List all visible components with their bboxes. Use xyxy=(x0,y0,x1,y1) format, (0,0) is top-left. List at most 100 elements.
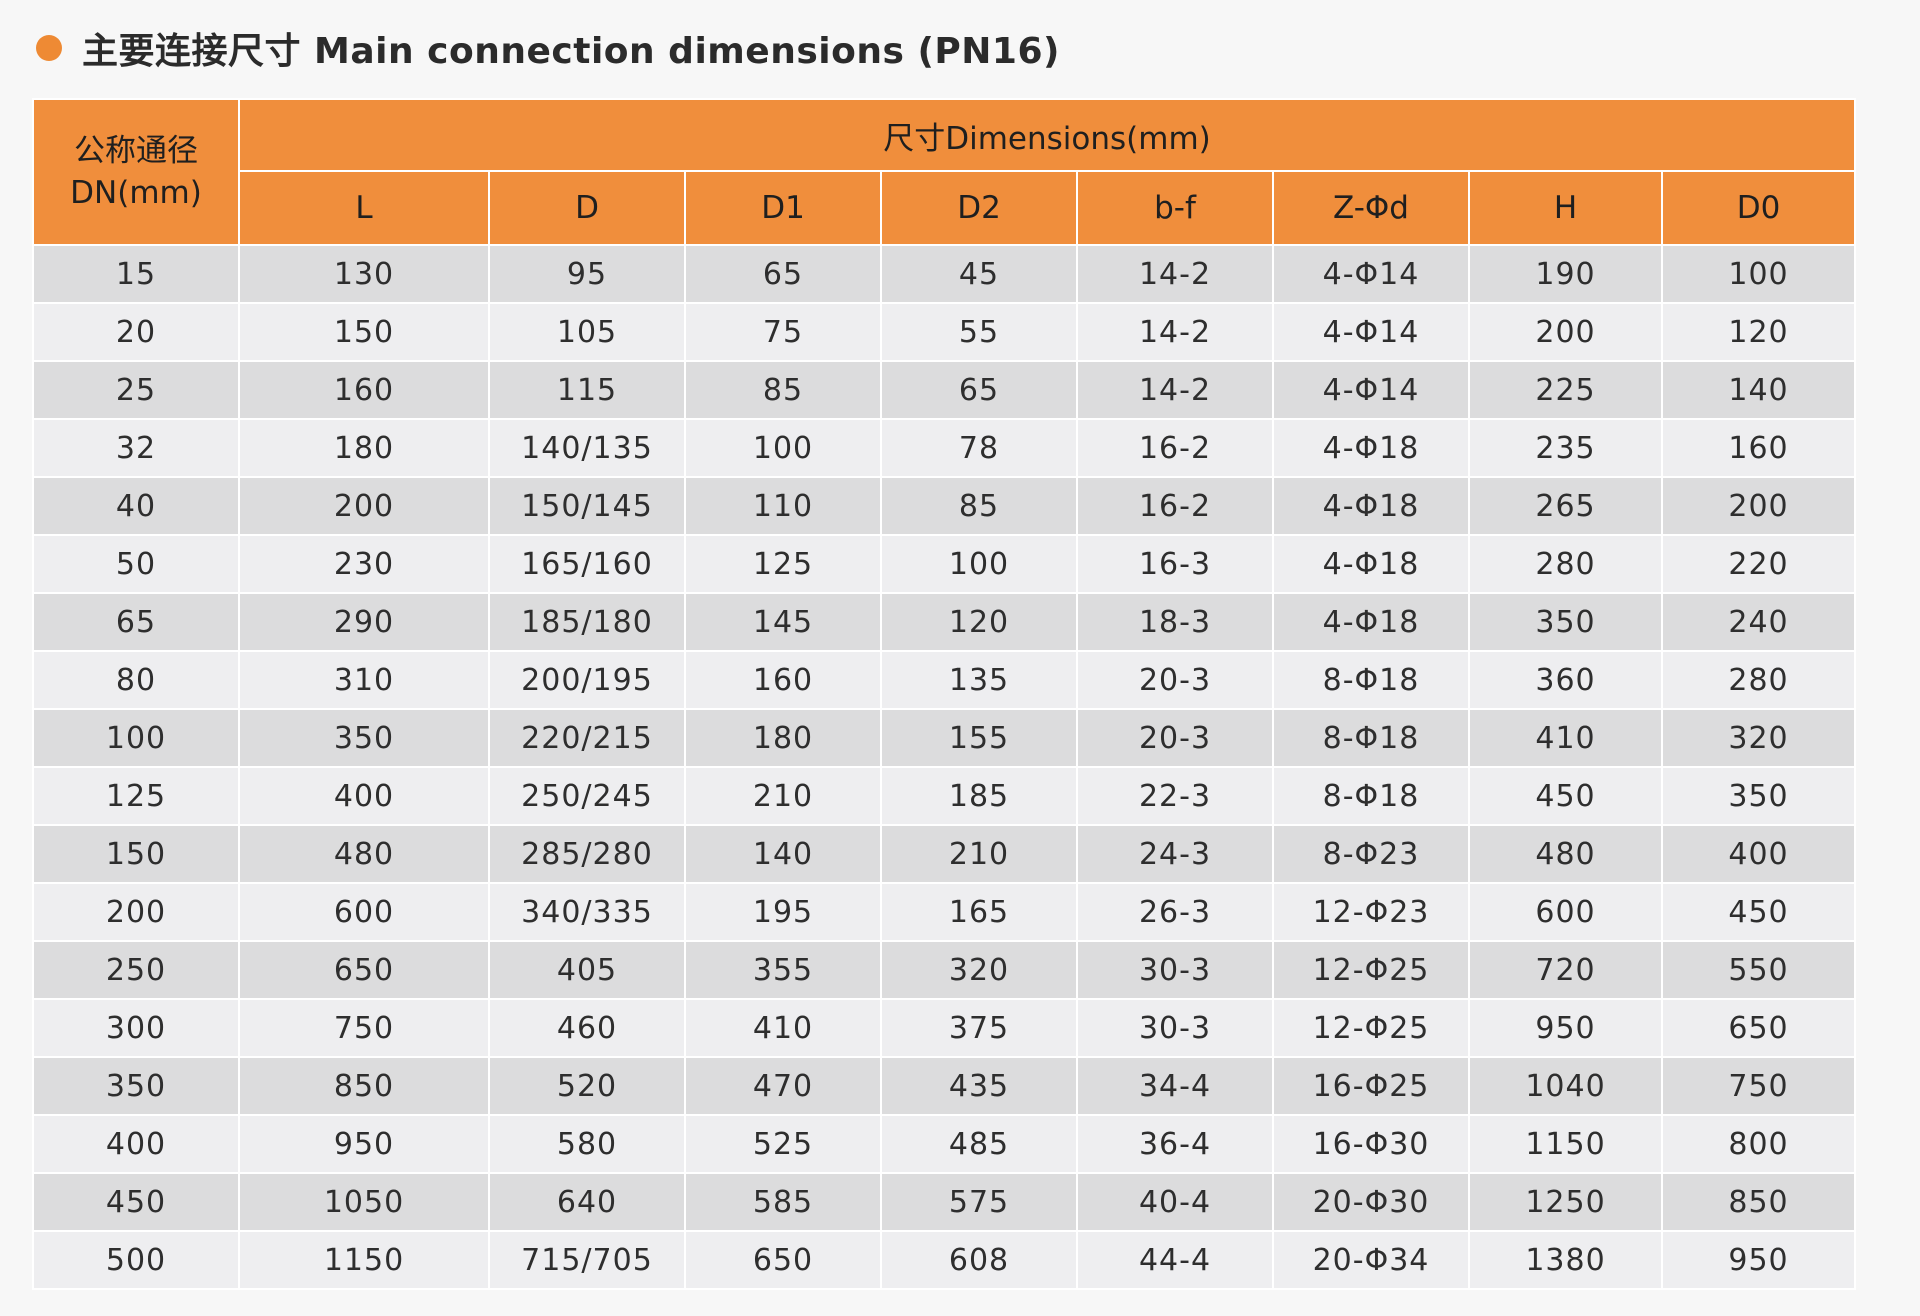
cell-z-phid: 12-Φ23 xyxy=(1272,882,1470,942)
cell-dn: 40 xyxy=(32,476,240,536)
cell-d1: 145 xyxy=(684,592,882,652)
cell-b-f: 16-2 xyxy=(1076,418,1274,478)
cell-h: 200 xyxy=(1468,302,1663,362)
cell-z-phid: 20-Φ30 xyxy=(1272,1172,1470,1232)
cell-l: 400 xyxy=(238,766,490,826)
cell-d: 520 xyxy=(488,1056,686,1116)
header-row-group: 公称通径 DN(mm) 尺寸Dimensions(mm) xyxy=(32,98,1857,246)
column-header-d1: D1 xyxy=(684,170,882,246)
cell-d0: 400 xyxy=(1660,824,1857,884)
cell-d2: 65 xyxy=(880,360,1078,420)
cell-d1: 75 xyxy=(684,302,882,362)
cell-b-f: 30-3 xyxy=(1076,998,1274,1058)
cell-l: 230 xyxy=(238,534,490,594)
cell-h: 265 xyxy=(1468,476,1663,536)
table-row: 150 480 285/280 140 210 24-3 8-Φ23 480 400 xyxy=(32,824,1857,884)
cell-z-phid: 20-Φ34 xyxy=(1272,1230,1470,1290)
cell-dn: 20 xyxy=(32,302,240,362)
dn-header-en: DN(mm) xyxy=(70,175,202,211)
cell-b-f: 30-3 xyxy=(1076,940,1274,1000)
cell-d2: 135 xyxy=(880,650,1078,710)
cell-b-f: 44-4 xyxy=(1076,1230,1274,1290)
cell-h: 225 xyxy=(1468,360,1663,420)
cell-d2: 485 xyxy=(880,1114,1078,1174)
table-row: 350 850 520 470 435 34-4 16-Φ25 1040 750 xyxy=(32,1056,1857,1116)
cell-d0: 950 xyxy=(1660,1230,1857,1290)
column-header-d2: D2 xyxy=(880,170,1078,246)
table-row: 500 1150 715/705 650 608 44-4 20-Φ34 1380 950 xyxy=(32,1230,1857,1290)
cell-dn: 250 xyxy=(32,940,240,1000)
cell-d2: 435 xyxy=(880,1056,1078,1116)
dimensions-group-header: 尺寸Dimensions(mm) xyxy=(237,98,1857,172)
cell-d: 715/705 xyxy=(488,1230,686,1290)
page-title: 主要连接尺寸 Main connection dimensions (PN16) xyxy=(82,31,1060,72)
cell-d0: 650 xyxy=(1660,998,1857,1058)
cell-dn: 200 xyxy=(32,882,240,942)
cell-l: 290 xyxy=(238,592,490,652)
cell-h: 350 xyxy=(1468,592,1663,652)
cell-z-phid: 4-Φ14 xyxy=(1272,244,1470,304)
cell-d1: 650 xyxy=(684,1230,882,1290)
cell-d1: 210 xyxy=(684,766,882,826)
cell-d: 460 xyxy=(488,998,686,1058)
cell-l: 150 xyxy=(238,302,490,362)
cell-d1: 195 xyxy=(684,882,882,942)
column-header-d: D xyxy=(488,170,686,246)
cell-l: 1050 xyxy=(238,1172,490,1232)
cell-d: 95 xyxy=(488,244,686,304)
cell-d2: 55 xyxy=(880,302,1078,362)
cell-d1: 410 xyxy=(684,998,882,1058)
table-row: 15 130 95 65 45 14-2 4-Φ14 190 100 xyxy=(32,244,1857,304)
cell-z-phid: 8-Φ18 xyxy=(1272,650,1470,710)
cell-dn: 150 xyxy=(32,824,240,884)
cell-d2: 120 xyxy=(880,592,1078,652)
cell-b-f: 14-2 xyxy=(1076,244,1274,304)
cell-l: 650 xyxy=(238,940,490,1000)
cell-d2: 608 xyxy=(880,1230,1078,1290)
cell-dn: 450 xyxy=(32,1172,240,1232)
cell-h: 360 xyxy=(1468,650,1663,710)
section-title: 主要连接尺寸 Main connection dimensions (PN16) xyxy=(36,22,1060,74)
cell-z-phid: 16-Φ30 xyxy=(1272,1114,1470,1174)
cell-d2: 45 xyxy=(880,244,1078,304)
cell-l: 200 xyxy=(238,476,490,536)
cell-d: 105 xyxy=(488,302,686,362)
bullet-dot-icon xyxy=(36,35,62,61)
cell-h: 190 xyxy=(1468,244,1663,304)
table-row: 20 150 105 75 55 14-2 4-Φ14 200 120 xyxy=(32,302,1857,362)
cell-d0: 220 xyxy=(1660,534,1857,594)
cell-d0: 800 xyxy=(1660,1114,1857,1174)
cell-l: 180 xyxy=(238,418,490,478)
cell-d0: 550 xyxy=(1660,940,1857,1000)
table-row: 400 950 580 525 485 36-4 16-Φ30 1150 800 xyxy=(32,1114,1857,1174)
cell-d1: 110 xyxy=(684,476,882,536)
cell-d1: 125 xyxy=(684,534,882,594)
cell-dn: 400 xyxy=(32,1114,240,1174)
table-row: 100 350 220/215 180 155 20-3 8-Φ18 410 320 xyxy=(32,708,1857,768)
cell-b-f: 14-2 xyxy=(1076,302,1274,362)
cell-d1: 140 xyxy=(684,824,882,884)
cell-d: 340/335 xyxy=(488,882,686,942)
cell-d0: 350 xyxy=(1660,766,1857,826)
table-row: 300 750 460 410 375 30-3 12-Φ25 950 650 xyxy=(32,998,1857,1058)
dn-column-header: 公称通径 DN(mm) xyxy=(32,98,240,246)
cell-b-f: 34-4 xyxy=(1076,1056,1274,1116)
table-row: 40 200 150/145 110 85 16-2 4-Φ18 265 200 xyxy=(32,476,1857,536)
cell-z-phid: 8-Φ18 xyxy=(1272,766,1470,826)
cell-dn: 50 xyxy=(32,534,240,594)
cell-h: 1040 xyxy=(1468,1056,1663,1116)
table-row: 50 230 165/160 125 100 16-3 4-Φ18 280 220 xyxy=(32,534,1857,594)
header-row-columns: L D D1 D2 b-f Z-Φd H D0 xyxy=(33,170,1857,246)
cell-d2: 185 xyxy=(880,766,1078,826)
cell-dn: 100 xyxy=(32,708,240,768)
cell-d1: 355 xyxy=(684,940,882,1000)
cell-l: 310 xyxy=(238,650,490,710)
cell-h: 480 xyxy=(1468,824,1663,884)
cell-b-f: 16-3 xyxy=(1076,534,1274,594)
column-header-b-f: b-f xyxy=(1076,170,1274,246)
cell-d2: 375 xyxy=(880,998,1078,1058)
cell-dn: 80 xyxy=(32,650,240,710)
cell-z-phid: 4-Φ18 xyxy=(1272,534,1470,594)
cell-d0: 160 xyxy=(1660,418,1857,478)
cell-h: 1250 xyxy=(1468,1172,1663,1232)
